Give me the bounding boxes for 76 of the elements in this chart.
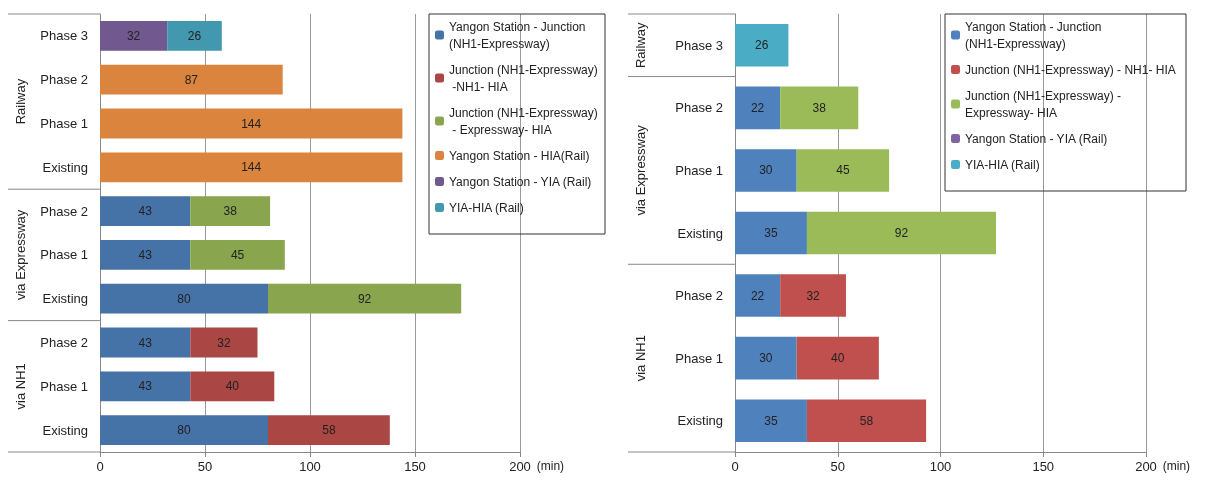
y-tick-label: Phase 1 bbox=[40, 116, 88, 131]
x-tick-label: 0 bbox=[96, 459, 104, 474]
legend-label: Yangon Station - YIA (Rail) bbox=[449, 174, 592, 189]
data-label: 30 bbox=[759, 351, 773, 366]
data-label: 32 bbox=[217, 335, 231, 350]
data-label: 43 bbox=[138, 204, 153, 219]
legend-label: Junction (NH1-Expressway) -NH1- HIA bbox=[449, 62, 598, 94]
data-label: 80 bbox=[177, 423, 191, 438]
y-tick-label: Phase 2 bbox=[40, 203, 88, 219]
data-label: 38 bbox=[223, 204, 238, 219]
legend-label: Yangon Station - Junction (NH1-Expressway) bbox=[965, 19, 1105, 51]
x-tick-label: 200 bbox=[509, 459, 531, 474]
data-label: 32 bbox=[126, 28, 141, 43]
data-label: 45 bbox=[230, 247, 245, 262]
legend-label: Yangon Station - HIA(Rail) bbox=[449, 148, 590, 163]
data-label: 43 bbox=[138, 335, 153, 350]
legend-label: Yangon Station - YIA (Rail) bbox=[965, 131, 1108, 146]
data-label: 58 bbox=[322, 423, 336, 438]
data-label: 26 bbox=[187, 28, 202, 43]
text: via NH1 bbox=[12, 363, 28, 410]
y-tick-label: Phase 2 bbox=[40, 335, 88, 350]
legend-label: YIA-HIA (Rail) bbox=[449, 200, 524, 215]
y-tick-label: Phase 1 bbox=[675, 162, 723, 178]
x-tick-label: 100 bbox=[929, 459, 952, 474]
data-label: 35 bbox=[764, 226, 778, 240]
legend-label: Junction (NH1-Expressway) - Expressway- HIA bbox=[449, 105, 598, 137]
data-label: 38 bbox=[812, 100, 827, 115]
text: via Expressway bbox=[632, 124, 648, 216]
text: Railway bbox=[632, 22, 648, 69]
y-tick-label: Phase 3 bbox=[40, 28, 88, 44]
y-tick-label: Existing bbox=[677, 225, 723, 241]
text: Railway bbox=[12, 78, 28, 125]
data-label: 92 bbox=[894, 226, 909, 240]
y-tick-label: Existing bbox=[42, 422, 88, 438]
data-label: 92 bbox=[357, 291, 372, 306]
data-label: 22 bbox=[750, 100, 765, 115]
y-tick-label: Phase 2 bbox=[40, 72, 88, 88]
data-label: 45 bbox=[836, 163, 850, 178]
data-label: 40 bbox=[831, 351, 845, 366]
x-axis-title: (min) bbox=[536, 459, 565, 473]
data-label: 26 bbox=[755, 38, 769, 53]
data-label: 32 bbox=[806, 288, 821, 303]
y-tick-label: Phase 1 bbox=[40, 247, 88, 263]
y-tick-label: Phase 1 bbox=[40, 378, 88, 394]
x-tick-label: 50 bbox=[830, 459, 845, 474]
data-label: 58 bbox=[859, 413, 874, 428]
legend-label: YIA-HIA (Rail) bbox=[965, 157, 1040, 172]
legend-label: Yangon Station - Junction (NH1-Expressway) bbox=[449, 19, 589, 51]
data-label: 43 bbox=[138, 379, 153, 394]
data-label: 87 bbox=[184, 72, 199, 87]
text: via NH1 bbox=[632, 335, 648, 382]
legend-label: Junction (NH1-Expressway) - NH1- HIA bbox=[965, 62, 1176, 77]
x-tick-label: 150 bbox=[404, 459, 426, 474]
data-label: 43 bbox=[138, 247, 153, 262]
y-tick-label: Phase 3 bbox=[675, 37, 723, 53]
y-tick-label: Phase 1 bbox=[675, 350, 723, 366]
x-tick-label: 200 bbox=[1135, 459, 1157, 474]
data-label: 40 bbox=[225, 379, 240, 394]
y-tick-label: Existing bbox=[42, 291, 88, 307]
data-label: 144 bbox=[241, 116, 262, 131]
text: via Expressway bbox=[12, 209, 28, 301]
x-axis-title: (min) bbox=[1162, 459, 1191, 473]
y-tick-label: Phase 2 bbox=[675, 100, 723, 116]
y-tick-label: Existing bbox=[42, 159, 88, 175]
x-tick-label: 150 bbox=[1032, 459, 1055, 474]
y-tick-label: Existing bbox=[677, 413, 723, 429]
y-tick-label: Phase 2 bbox=[675, 288, 723, 304]
x-tick-label: 100 bbox=[299, 459, 321, 474]
data-label: 22 bbox=[750, 288, 765, 303]
x-tick-label: 0 bbox=[731, 459, 739, 474]
x-tick-label: 50 bbox=[197, 459, 213, 474]
data-label: 35 bbox=[764, 413, 778, 428]
data-label: 30 bbox=[759, 163, 773, 178]
data-label: 144 bbox=[241, 160, 262, 175]
data-label: 80 bbox=[177, 291, 191, 306]
legend-label: Junction (NH1-Expressway) - Expressway- HIA bbox=[965, 88, 1125, 120]
